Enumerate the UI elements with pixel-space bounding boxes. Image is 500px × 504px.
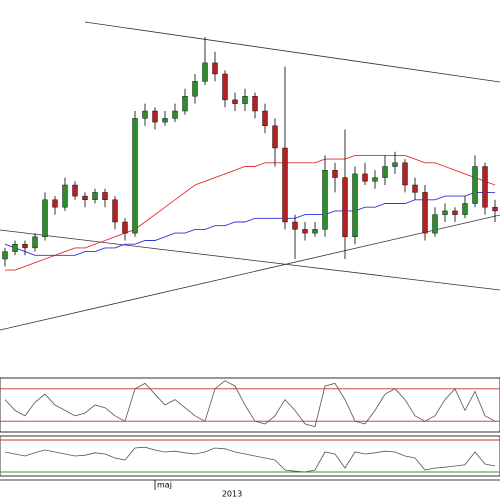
trend-line — [0, 214, 500, 331]
candle-body — [472, 166, 478, 204]
candle-body — [272, 125, 278, 149]
candle-body — [462, 203, 468, 215]
candle-body — [82, 195, 88, 201]
candle-body — [162, 118, 168, 123]
candle-body — [312, 229, 318, 234]
candle-body — [422, 192, 428, 234]
oscillator-line — [4, 380, 496, 428]
candle-body — [302, 229, 308, 234]
candle-body — [122, 221, 128, 234]
candle-body — [72, 184, 78, 197]
candle-body — [132, 118, 138, 234]
candle-body — [92, 192, 98, 200]
candle-body — [242, 95, 248, 104]
candle-body — [52, 199, 58, 208]
candle-body — [372, 177, 378, 182]
moving-average — [5, 154, 496, 271]
candle-body — [192, 81, 198, 97]
trend-line — [84, 21, 500, 83]
candle-body — [12, 243, 18, 252]
candle-body — [332, 169, 338, 178]
candle-body — [142, 110, 148, 119]
candle-body — [412, 184, 418, 193]
candle-body — [492, 206, 498, 212]
candle-body — [322, 169, 328, 230]
candle-body — [102, 192, 108, 200]
x-tick-label: maj — [157, 481, 172, 490]
candle-body — [202, 62, 208, 82]
candle-body — [222, 73, 228, 101]
candle-body — [32, 236, 38, 249]
candle-body — [112, 199, 118, 223]
candle-body — [2, 251, 8, 260]
candle-body — [182, 95, 188, 112]
candle-body — [402, 162, 408, 186]
candle-body — [172, 110, 178, 119]
momentum-panel — [0, 435, 500, 477]
candle-body — [22, 243, 28, 249]
candle-body — [282, 147, 288, 223]
momentum-line — [4, 446, 496, 473]
candle-body — [352, 173, 358, 237]
candle-body — [42, 199, 48, 238]
candle-body — [212, 62, 218, 75]
candle-body — [62, 184, 68, 208]
candle-body — [252, 95, 258, 112]
candle-body — [262, 110, 268, 127]
candle-body — [292, 221, 298, 230]
candle-body — [382, 166, 388, 178]
trend-line — [0, 229, 500, 291]
candle-body — [452, 210, 458, 215]
moving-average — [4, 191, 495, 256]
candle-body — [482, 166, 488, 208]
candle-body — [342, 177, 348, 238]
candle-body — [362, 173, 368, 182]
candle-body — [232, 99, 238, 104]
candle-body — [442, 210, 448, 215]
candle-body — [432, 214, 438, 234]
x-tick-label: 2013 — [222, 490, 242, 499]
candle-body — [152, 110, 158, 123]
candle-body — [392, 162, 398, 167]
oscillator-panel — [0, 377, 500, 433]
